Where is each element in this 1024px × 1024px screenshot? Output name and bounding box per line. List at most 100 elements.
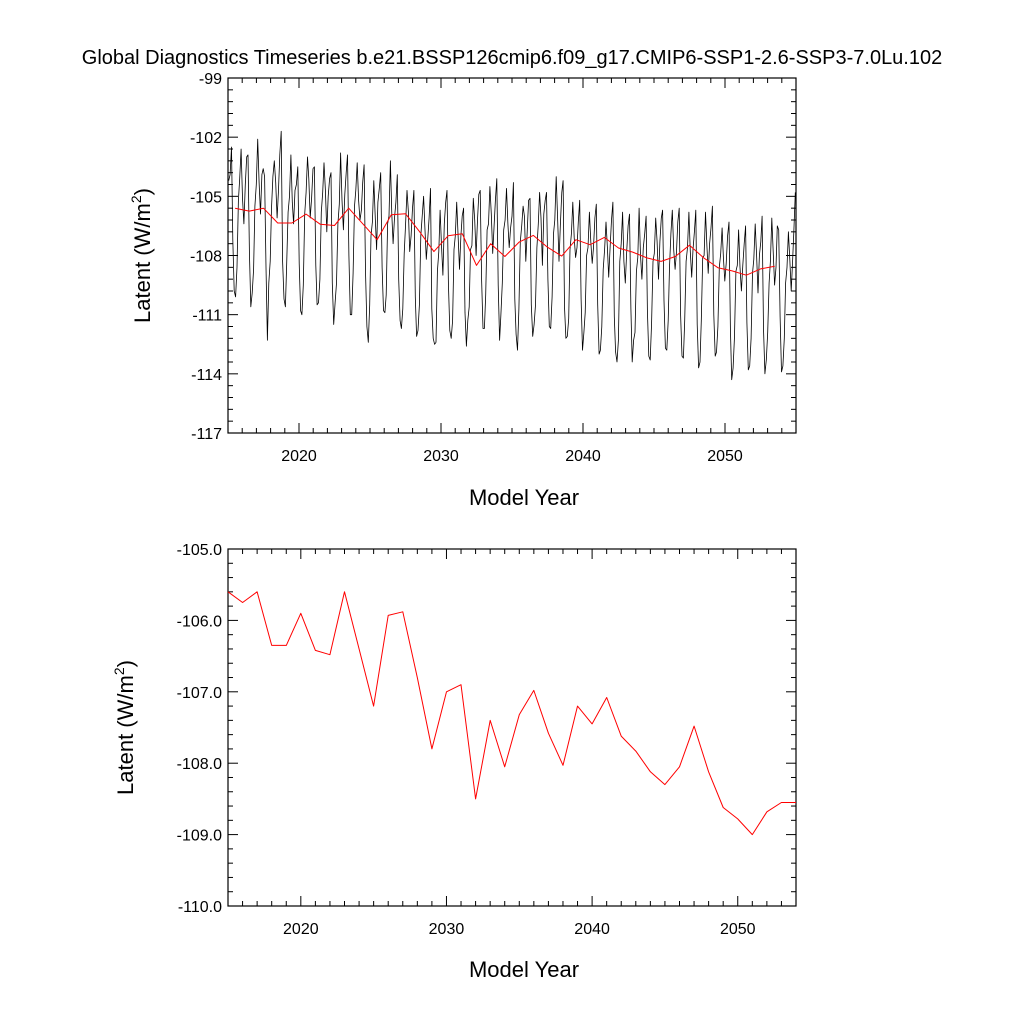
data-point <box>632 252 633 253</box>
data-point <box>369 304 370 305</box>
data-point <box>388 216 389 217</box>
data-point <box>731 379 732 380</box>
data-point <box>271 208 272 209</box>
data-point <box>293 223 294 224</box>
data-point <box>795 192 796 193</box>
data-point <box>581 298 582 299</box>
data-point <box>253 269 254 270</box>
data-point <box>662 210 663 211</box>
data-point <box>510 227 511 228</box>
data-point <box>658 279 659 280</box>
data-point <box>281 131 282 132</box>
data-point <box>737 818 738 819</box>
data-point <box>480 190 481 191</box>
data-point <box>438 251 439 252</box>
data-point <box>546 192 547 193</box>
data-point <box>767 332 768 333</box>
data-point <box>475 798 476 799</box>
data-point <box>762 216 763 217</box>
data-point <box>426 259 427 260</box>
data-point <box>419 304 420 305</box>
data-point <box>386 294 387 295</box>
data-point <box>455 235 456 236</box>
data-point <box>748 369 749 370</box>
data-point <box>299 263 300 264</box>
data-point <box>317 304 318 305</box>
data-point <box>325 190 326 191</box>
data-point <box>654 253 655 254</box>
data-point <box>372 221 373 222</box>
x-tick-label: 2030 <box>423 448 459 465</box>
y-tick-label: -110.0 <box>178 899 222 916</box>
data-point <box>592 723 593 724</box>
data-point <box>521 225 522 226</box>
data-point <box>271 645 272 646</box>
data-point <box>445 202 446 203</box>
data-point <box>563 180 564 181</box>
data-point <box>509 247 510 248</box>
data-point <box>535 304 536 305</box>
data-point <box>330 172 331 173</box>
data-point <box>684 320 685 321</box>
data-point <box>524 216 525 217</box>
data-point <box>406 190 407 191</box>
data-point <box>539 192 540 193</box>
data-point <box>518 308 519 309</box>
data-point <box>737 265 738 266</box>
data-point <box>289 196 290 197</box>
x-tick-label: 2040 <box>574 921 610 938</box>
data-point <box>434 344 435 345</box>
data-point <box>655 217 656 218</box>
data-point <box>663 300 664 301</box>
data-point <box>236 267 237 268</box>
data-point <box>496 178 497 179</box>
data-point <box>637 257 638 258</box>
data-point <box>504 766 505 767</box>
data-point <box>641 279 642 280</box>
data-point <box>444 223 445 224</box>
data-point <box>321 212 322 213</box>
plot-frame <box>227 548 797 907</box>
data-point <box>297 166 298 167</box>
top-panel: -99 -102 -105 -108 -111 -114 -117 2020 2030 2040 2… <box>128 71 797 510</box>
data-point <box>460 235 461 236</box>
x-tick-label: 2050 <box>720 921 756 938</box>
data-point <box>460 684 461 685</box>
data-point <box>489 186 490 187</box>
data-point <box>543 214 544 215</box>
data-point <box>626 251 627 252</box>
data-point <box>633 340 634 341</box>
data-point <box>549 326 550 327</box>
data-point <box>275 182 276 183</box>
data-point <box>752 834 753 835</box>
data-point <box>723 257 724 258</box>
x-tick-label: 2050 <box>707 448 743 465</box>
y-tick-label: -105.0 <box>177 542 222 559</box>
data-point <box>315 265 316 266</box>
data-point <box>712 206 713 207</box>
data-point <box>348 255 349 256</box>
annual-mean-line <box>227 591 796 836</box>
data-point <box>533 690 534 691</box>
data-point <box>303 285 304 286</box>
data-point <box>326 231 327 232</box>
data-point <box>717 267 718 268</box>
data-point <box>485 294 486 295</box>
data-point <box>575 257 576 258</box>
data-point <box>708 273 709 274</box>
data-point <box>453 249 454 250</box>
data-point <box>514 298 515 299</box>
data-point <box>548 733 549 734</box>
data-point <box>697 324 698 325</box>
data-point <box>332 283 333 284</box>
data-point <box>382 267 383 268</box>
data-point <box>383 310 384 311</box>
y-tick-label: -108.0 <box>177 756 222 773</box>
data-point <box>282 261 283 262</box>
data-point <box>417 330 418 331</box>
data-point <box>451 338 452 339</box>
data-point <box>572 202 573 203</box>
y-tick-label: -106.0 <box>177 613 222 630</box>
data-point <box>596 204 597 205</box>
data-point <box>260 214 261 215</box>
